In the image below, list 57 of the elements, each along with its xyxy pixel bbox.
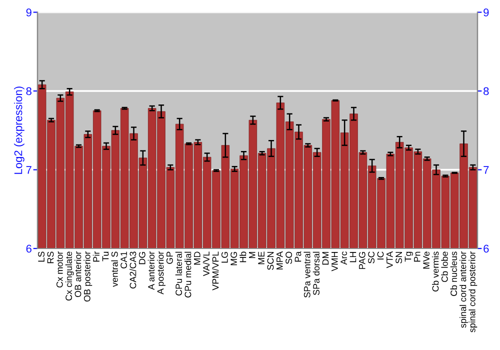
x-tick-label: PAG [358, 252, 366, 269]
x-tick-label: CA2/CA3 [130, 252, 136, 288]
y2-tick-label: 7 [484, 166, 489, 174]
y-tick-label: 7 [26, 166, 32, 174]
x-tick-label: Hb [240, 252, 246, 262]
x-tick-label: ventral S [111, 252, 118, 287]
x-tick-label: VTA [386, 251, 393, 268]
x-tick-label: SC [368, 252, 375, 264]
x-tick-label: SO [286, 252, 292, 264]
x-tick-label: spinal cord anterior [460, 251, 468, 328]
x-tick-label: MPA [276, 251, 283, 270]
x-tick-label: LG [221, 252, 228, 263]
x-tick-label: VA/VL [202, 252, 210, 276]
y2-tick-label: 8 [484, 87, 489, 96]
x-tick-label: OB anterior [74, 251, 82, 298]
x-tick-label: Pa [294, 251, 302, 262]
x-tick-label: Cb lobe [441, 252, 448, 282]
x-tick-label: M [249, 252, 256, 258]
x-tick-label: VPM/VPL [212, 252, 219, 290]
x-tick-label: Arc [340, 252, 348, 265]
x-tick-label: ME [258, 252, 264, 264]
x-tick-label: Tu [102, 252, 109, 262]
x-tick-label: RS [47, 252, 54, 264]
x-tick-label: spinal cord posterior [468, 251, 478, 332]
y2-tick-label: 6 [484, 244, 489, 253]
x-tick-label: VMH [332, 252, 338, 272]
x-tick-label: CA1 [120, 252, 128, 268]
x-tick-label: SCN [267, 252, 274, 270]
x-tick-label: MG [230, 252, 238, 266]
x-tick-label: OB posterior [84, 251, 92, 302]
y-tick-label: 6 [26, 244, 32, 253]
x-tick-label: A anterior [148, 251, 155, 290]
y-axis-title: Log2 (expression) [14, 86, 24, 174]
x-tick-label: A posterior [157, 251, 166, 294]
x-tick-label: SPa dorsal [312, 252, 320, 296]
x-tick-label: MD [194, 252, 200, 265]
x-tick-label: SPa ventral [304, 252, 310, 298]
x-tick-label: Tg [404, 252, 413, 262]
x-tick-label: IC [377, 252, 384, 260]
y2-tick-label: 9 [484, 8, 489, 16]
x-tick-label: GP [166, 252, 173, 264]
x-tick-label: Pn [414, 252, 420, 262]
x-tick-label: SN [396, 252, 402, 264]
x-tick-label: Cb vermis [432, 252, 439, 292]
x-tick-label: DM [322, 252, 329, 265]
x-tick-label: LS [38, 252, 45, 262]
x-tick-label: CPu medial [184, 252, 192, 298]
x-tick-label: Pir [92, 251, 100, 262]
y-tick-label: 8 [26, 87, 32, 96]
x-tick-label: MVe [423, 252, 430, 269]
x-tick-label: Cb nucleus [450, 252, 458, 296]
x-tick-label: CPu lateral [175, 252, 182, 296]
x-tick-label: DG [138, 252, 146, 264]
y-tick-label: 9 [26, 8, 32, 16]
x-tick-label: Cx motor [56, 251, 63, 288]
x-tick-label: LH [350, 252, 356, 262]
x-tick-label: Cx cingulate [65, 252, 74, 300]
